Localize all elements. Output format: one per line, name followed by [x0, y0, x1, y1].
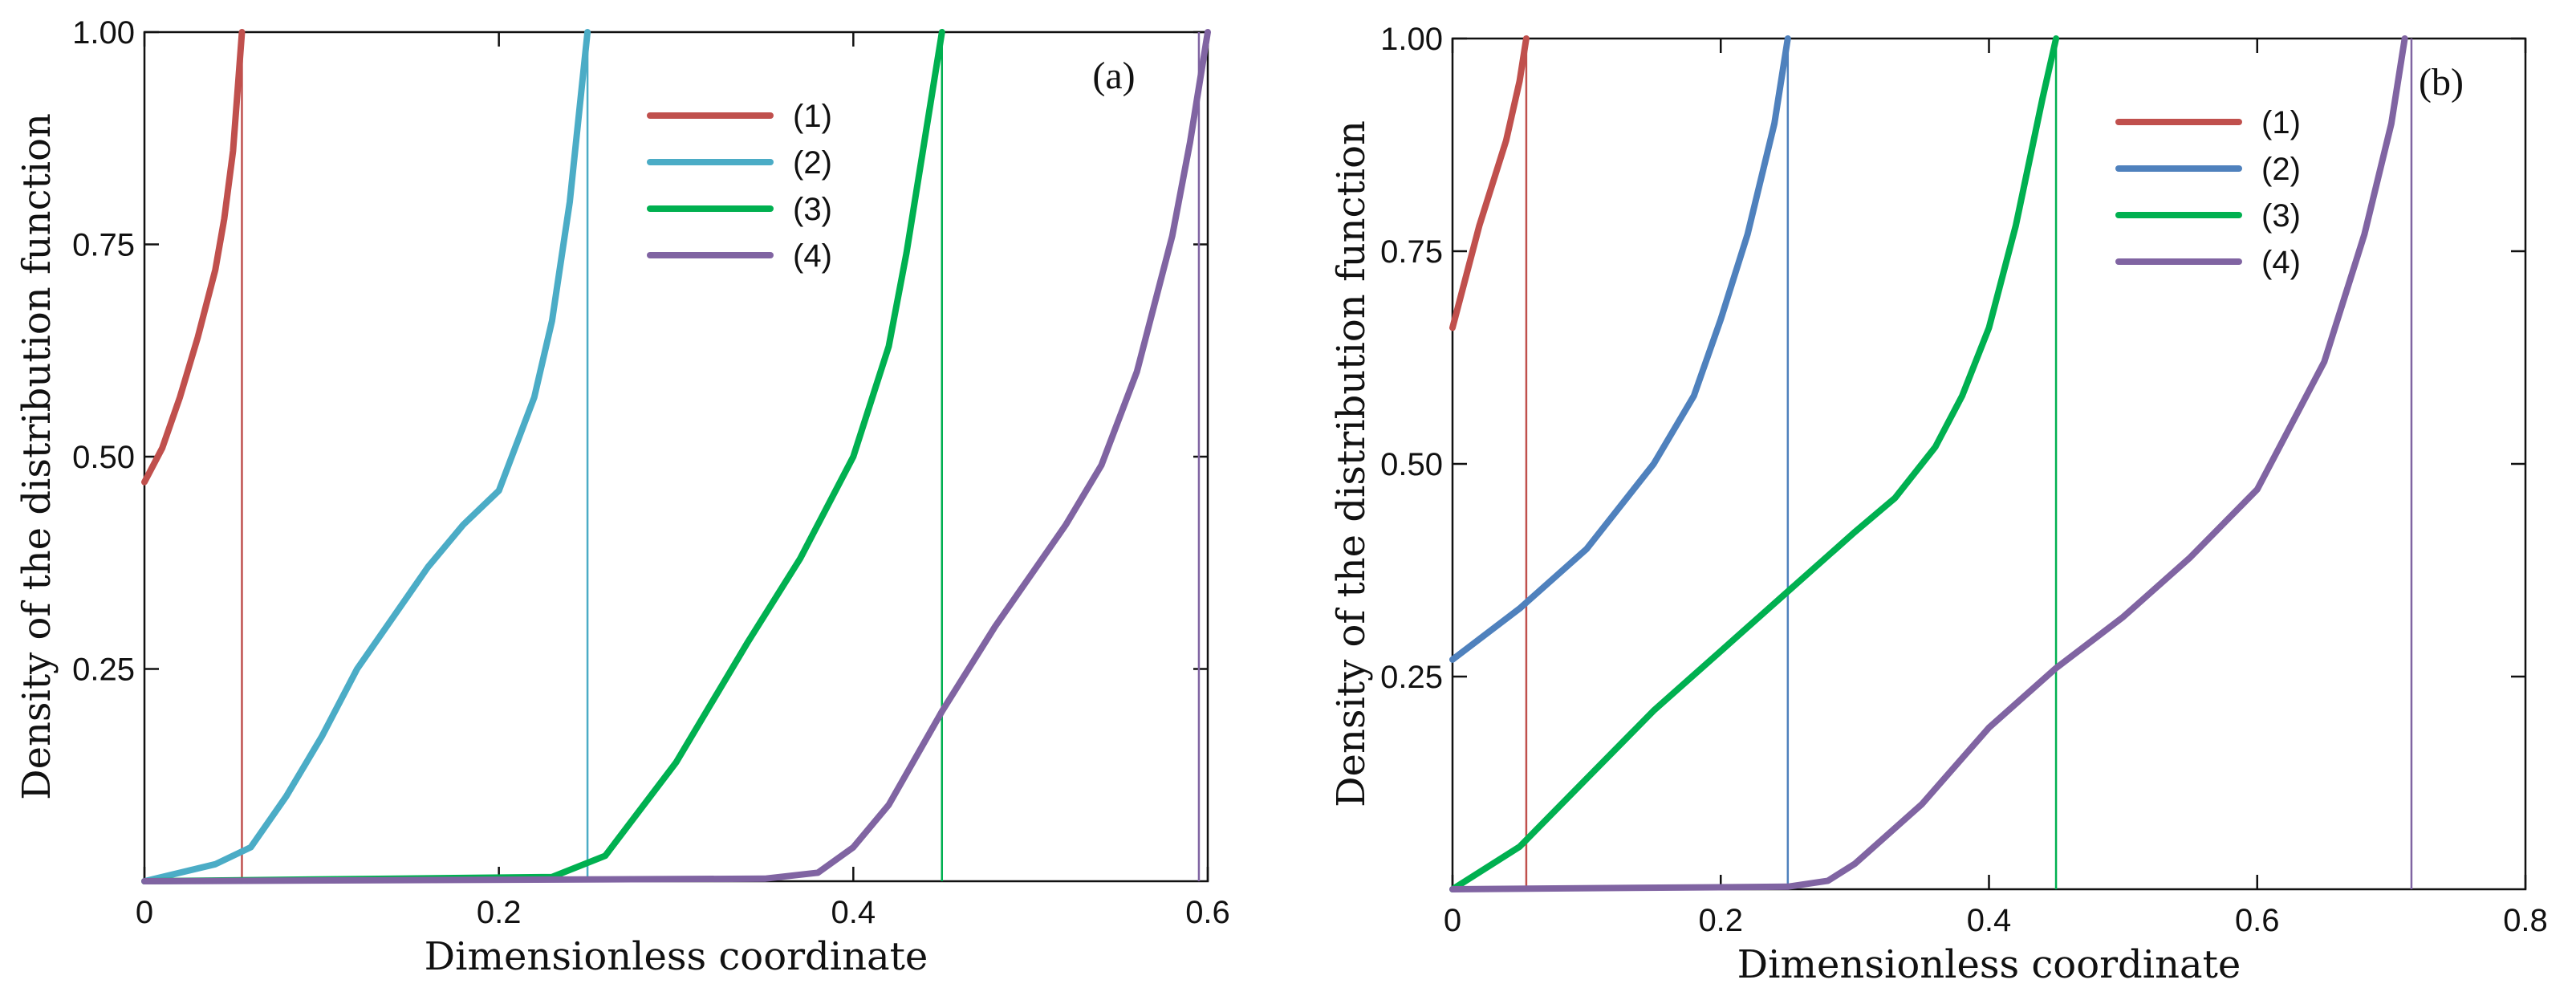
- x-tick-label: 0.6: [2235, 903, 2280, 938]
- series-1-line: [141, 29, 246, 486]
- series-1-line: [1449, 35, 1530, 331]
- series-4-line: [1449, 35, 2408, 892]
- y-tick-label: 0.25: [1380, 660, 1443, 695]
- x-axis-title: Dimensionless coordinate: [425, 934, 928, 979]
- x-tick-label: 0: [1444, 903, 1461, 938]
- x-tick-label: 0.2: [477, 895, 522, 930]
- x-tick-label: 0.4: [1967, 903, 2012, 938]
- legend-label-1: (1): [793, 99, 832, 134]
- x-tick-label: 0.4: [831, 895, 876, 930]
- series-2-line: [141, 29, 591, 884]
- y-axis-title: Density of the distribution function: [1329, 120, 1374, 807]
- x-tick-label: 0.6: [1185, 895, 1230, 930]
- x-tick-label: 0.2: [1698, 903, 1743, 938]
- series-4-line: [141, 29, 1211, 884]
- panel-b: 0 0.2 0.4 0.6 0.8 0.25 0.50 0.75 1.00 Dimensionle…: [1329, 22, 2548, 987]
- y-tick-label: 0.75: [72, 228, 135, 263]
- y-tick-label: 0.50: [72, 440, 135, 475]
- legend-label-1: (1): [2261, 105, 2301, 140]
- x-axis-title: Dimensionless coordinate: [1737, 942, 2241, 987]
- legend-label-2: (2): [793, 145, 832, 181]
- x-tick-label: 0: [136, 895, 153, 930]
- series-3-line: [141, 29, 945, 884]
- panel-a: 0 0.2 0.4 0.6 0.25 0.50 0.75 1.00 Dimensionless …: [14, 15, 1230, 979]
- panel-label: (a): [1092, 55, 1135, 97]
- legend-label-4: (4): [2261, 245, 2301, 280]
- x-tick-label: 0.8: [2503, 903, 2548, 938]
- y-axis-title: Density of the distribution function: [14, 113, 59, 800]
- legend-label-3: (3): [2261, 198, 2301, 234]
- legend-label-4: (4): [793, 238, 832, 274]
- plot-frame: [1451, 37, 2527, 891]
- y-tick-label: 1.00: [72, 15, 135, 51]
- y-tick-label: 0.50: [1380, 447, 1443, 482]
- legend-label-2: (2): [2261, 152, 2301, 187]
- panel-label: (b): [2419, 61, 2464, 104]
- legend-label-3: (3): [793, 192, 832, 227]
- series-2-line: [1449, 35, 1791, 663]
- y-tick-label: 1.00: [1380, 22, 1443, 57]
- y-tick-label: 0.75: [1380, 234, 1443, 270]
- y-tick-label: 0.25: [72, 652, 135, 688]
- series-3-line: [1449, 35, 2060, 892]
